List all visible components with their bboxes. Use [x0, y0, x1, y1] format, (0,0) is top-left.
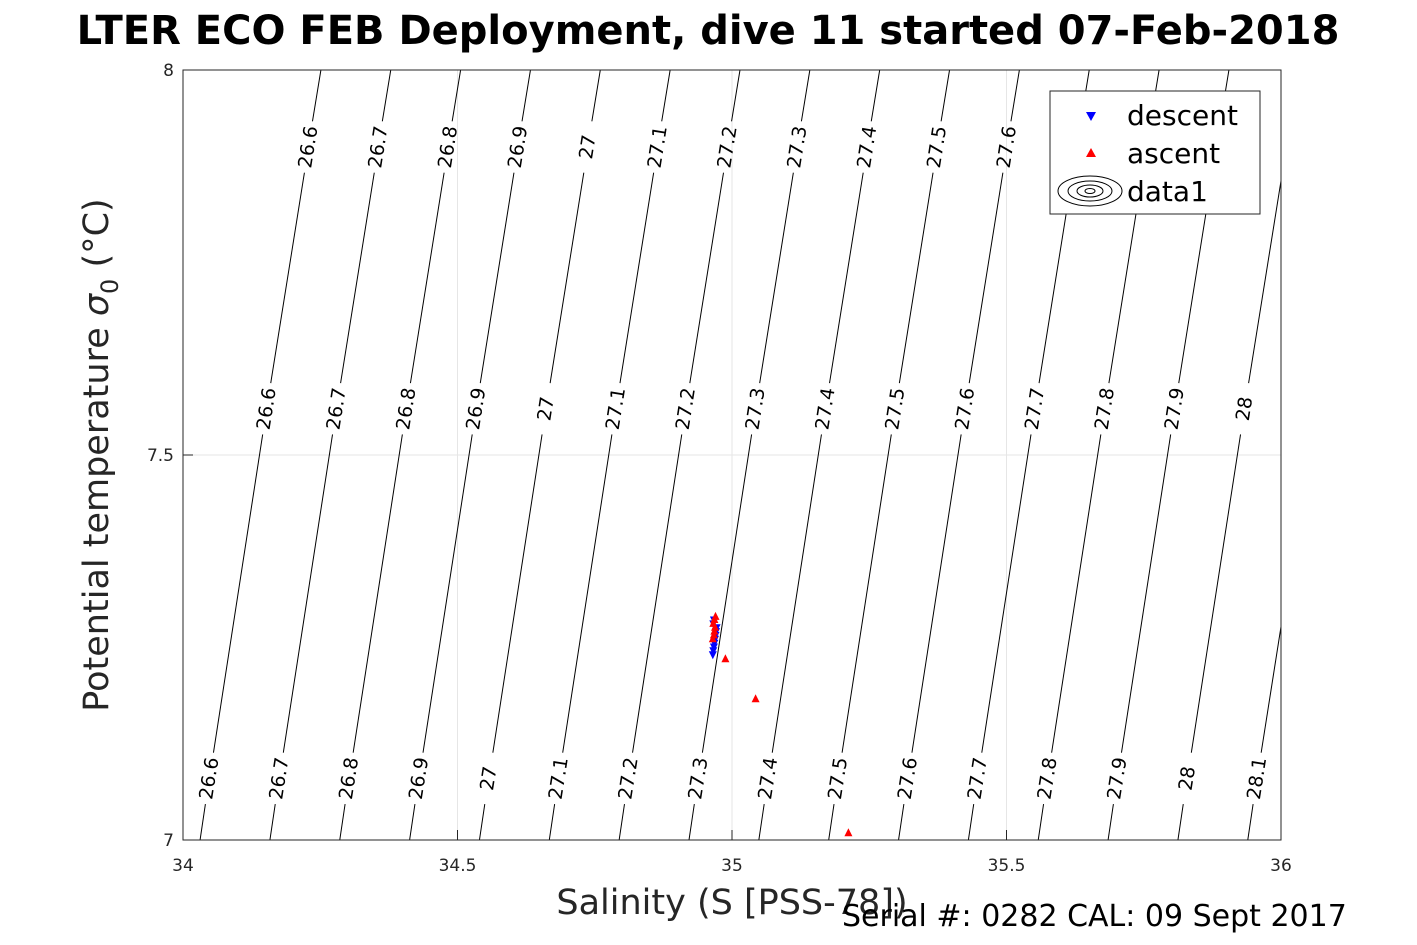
chart-title: LTER ECO FEB Deployment, dive 11 started… [76, 8, 1340, 54]
contour-label: 27 [533, 395, 558, 422]
contour-line-26-8 [339, 804, 346, 840]
contour-label: 27 [575, 133, 600, 160]
contour-line-26-6 [199, 804, 206, 840]
y-tick-label: 8 [163, 61, 174, 81]
contour-line-27-8 [1051, 434, 1102, 753]
contour-line-27-5 [940, 70, 951, 122]
contour-line-28-1 [1247, 804, 1254, 840]
contour-line-27-4 [771, 434, 822, 753]
contour-line-27-1 [661, 70, 671, 122]
contour-label: 28 [1232, 395, 1257, 422]
contour-line-26-9 [422, 434, 473, 753]
contour-label: 27 [476, 765, 501, 792]
contour-line-26-8 [352, 434, 403, 753]
contour-line-27-7 [981, 434, 1032, 753]
contour-line-27-6 [911, 434, 962, 753]
contour-line-27-2 [632, 434, 683, 753]
contour-line-27-2 [689, 172, 724, 384]
legend-ascent-marker [1086, 148, 1096, 157]
contour-line-28 [1248, 177, 1281, 384]
contour-line-26-7 [269, 804, 276, 840]
x-tick-label: 34.5 [439, 856, 477, 876]
contour-line-26-8 [451, 70, 462, 122]
contour-line-28 [1190, 434, 1242, 753]
contour-line-26-6 [311, 70, 322, 122]
x-tick-label: 35.5 [988, 856, 1026, 876]
contour-label: 28 [1175, 765, 1200, 792]
y-axis-label-main: Potential temperature [77, 316, 117, 712]
x-tick-label: 34 [172, 856, 194, 876]
contour-line-26-7 [381, 70, 392, 122]
contour-line-27-4 [829, 172, 864, 384]
contour-line-27-3 [701, 434, 753, 753]
legend-contour-icon [1057, 175, 1123, 207]
contour-line-28-1 [1260, 623, 1281, 753]
contour-line-27-3 [800, 70, 811, 122]
ascent-point [711, 611, 720, 620]
legend-box [1049, 90, 1261, 215]
y-axis-label: Potential temperature σ0 (°C) [77, 198, 124, 711]
density-contours [199, 70, 1281, 840]
y-axis-label-sigma: σ [77, 292, 117, 316]
axis-ticks: 34 34.5 35 35.5 36 7 7.5 8 [147, 61, 1292, 876]
contour-line-26-7 [282, 434, 334, 753]
contour-line-27-5 [841, 434, 892, 753]
legend-data1-label: data1 [1127, 175, 1208, 208]
contour-line-27-4 [758, 804, 765, 840]
contour-line-26-7 [340, 172, 375, 384]
descent-point [709, 643, 718, 652]
contour-line-27-2 [731, 70, 741, 122]
contour-line-27-4 [870, 70, 881, 122]
legend-descent-label: descent [1127, 99, 1238, 132]
legend-ascent-label: ascent [1127, 137, 1220, 170]
contour-line-27-9 [1107, 804, 1114, 840]
ascent-point [721, 654, 730, 663]
data-points [708, 611, 853, 837]
contour-line-27-6 [968, 172, 1004, 384]
contour-line-27-1 [562, 434, 613, 753]
contour-line-26-9 [521, 70, 531, 122]
legend: descent ascent data1 [1049, 90, 1261, 215]
contour-line-27-7 [967, 804, 975, 840]
contour-line-26-6 [270, 172, 305, 384]
descent-point [709, 647, 718, 656]
contour-line-27 [478, 804, 486, 840]
contour-line-27 [549, 172, 585, 384]
contour-line-27-8 [1037, 804, 1045, 840]
contour-line-27-9 [1120, 434, 1172, 753]
y-axis-label-unit: (°C) [77, 198, 117, 278]
ascent-point [844, 828, 853, 837]
contour-line-27 [492, 434, 543, 753]
contour-line-27-6 [1010, 70, 1020, 122]
y-axis-label-subscript: 0 [96, 279, 124, 294]
contour-line-28 [1177, 804, 1184, 840]
contour-line-27 [591, 70, 601, 122]
y-tick-label: 7 [163, 831, 174, 851]
contour-line-26-9 [479, 172, 515, 384]
contour-line-26-9 [409, 804, 416, 840]
x-axis-label: Salinity (S [PSS-78]) [556, 883, 907, 923]
contour-line-26-6 [212, 434, 264, 753]
contour-line-27-6 [898, 804, 905, 840]
contour-line-27-3 [759, 172, 794, 384]
contour-line-27-5 [828, 804, 835, 840]
descent-point [708, 651, 717, 660]
x-tick-label: 36 [1270, 856, 1292, 876]
contour-line-27-5 [898, 172, 934, 384]
contour-line-27-3 [688, 804, 695, 840]
contour-line-26-8 [409, 172, 445, 384]
contour-labels: 26.626.626.626.726.726.726.826.826.826.9… [195, 124, 1271, 801]
serial-cal-footer: Serial #: 0282 CAL: 09 Sept 2017 [842, 899, 1347, 934]
contour-line-27-1 [619, 172, 655, 384]
y-tick-label: 7.5 [147, 446, 174, 466]
x-tick-label: 35 [721, 856, 743, 876]
ascent-point [751, 694, 760, 703]
contour-line-27-2 [618, 804, 625, 840]
contour-line-27-1 [548, 804, 556, 840]
legend-descent-marker [1086, 112, 1096, 121]
